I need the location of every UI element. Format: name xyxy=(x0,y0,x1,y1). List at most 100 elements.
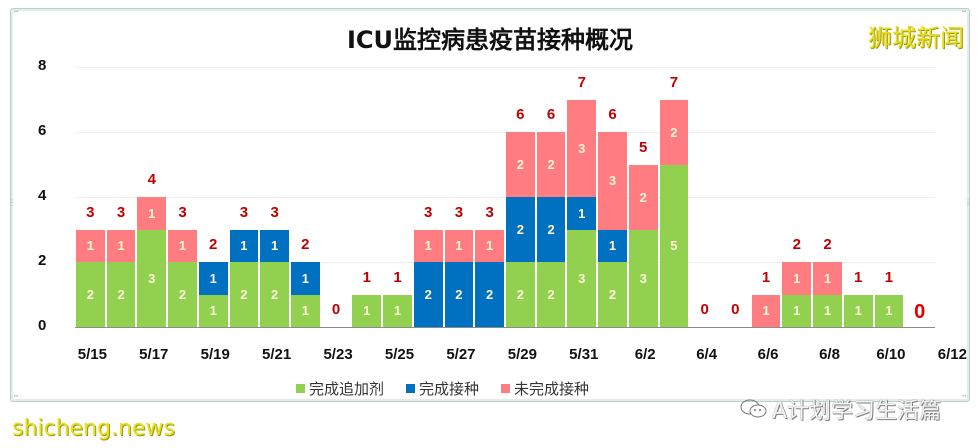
incomplete-segment: 3 xyxy=(567,99,597,197)
booster-segment: 2 xyxy=(260,262,289,327)
booster-segment: 2 xyxy=(229,262,259,327)
incomplete-segment: 1 xyxy=(751,294,781,327)
x-tick-label: 5/25 xyxy=(384,346,415,363)
x-tick-label: 5/27 xyxy=(446,346,476,363)
fully-vaccinated-segment: 2 xyxy=(506,197,535,262)
x-tick-label: 6/2 xyxy=(634,346,656,363)
resize-handle-bottom-right[interactable]: ⠤ xyxy=(961,390,967,399)
x-tick-label: 6/4 xyxy=(696,346,718,363)
x-tick-label: 5/23 xyxy=(323,346,353,363)
booster-segment: 2 xyxy=(506,262,535,327)
total-label: 0 xyxy=(331,300,341,318)
total-label: 0 xyxy=(914,300,926,323)
fully-vaccinated-segment: 2 xyxy=(475,262,504,327)
incomplete-segment: 1 xyxy=(76,229,105,262)
resize-handle-left[interactable]: ⋮ xyxy=(8,198,16,207)
resize-handle-bottom-left[interactable]: ⠤ xyxy=(13,390,19,399)
y-tick-label: 6 xyxy=(38,122,47,139)
bar-5/25: 1 xyxy=(383,67,412,327)
total-label: 0 xyxy=(731,300,740,318)
gridline xyxy=(75,67,935,68)
total-label: 2 xyxy=(823,236,832,253)
bar-6/5 xyxy=(721,67,750,327)
y-tick-label: 4 xyxy=(38,187,47,204)
incomplete-segment: 1 xyxy=(813,262,842,295)
total-label: 1 xyxy=(362,268,371,286)
incomplete-segment: 2 xyxy=(506,132,535,197)
footer-watermark-right-text: A计划学习生活篇 xyxy=(772,399,942,424)
resize-handle-top-left[interactable]: ⠉ xyxy=(13,10,19,19)
total-label: 6 xyxy=(608,106,617,123)
incomplete-segment: 1 xyxy=(475,229,504,262)
y-tick-label: 0 xyxy=(38,317,47,334)
incomplete-segment: 2 xyxy=(628,164,658,230)
booster-segment: 1 xyxy=(383,294,412,327)
bar-5/23 xyxy=(322,67,351,327)
gridline xyxy=(75,132,935,133)
total-label: 1 xyxy=(854,268,863,286)
incomplete-segment: 1 xyxy=(413,229,443,262)
bar-6/9: 1 xyxy=(843,67,873,327)
total-label: 0 xyxy=(700,300,709,318)
x-tick-label: 6/12 xyxy=(937,346,967,363)
total-label: 3 xyxy=(454,203,464,221)
total-label: 6 xyxy=(516,106,525,123)
total-label: 7 xyxy=(577,73,586,91)
total-label: 2 xyxy=(209,236,218,253)
fully-vaccinated-segment: 2 xyxy=(444,262,474,327)
x-tick-label: 5/21 xyxy=(262,346,292,363)
total-label: 7 xyxy=(669,73,679,91)
incomplete-segment: 1 xyxy=(444,229,474,262)
fully-vaccinated-segment: 1 xyxy=(291,262,320,295)
booster-segment: 3 xyxy=(628,229,658,327)
booster-segment: 5 xyxy=(659,164,689,327)
total-label: 1 xyxy=(884,268,894,286)
booster-segment: 1 xyxy=(782,294,812,327)
booster-segment: 1 xyxy=(352,294,382,327)
bar-6/11 xyxy=(905,67,934,327)
chart-title: ICU监控病患疫苗接种概况 xyxy=(346,26,634,54)
incomplete-segment: 2 xyxy=(536,132,566,197)
gridline xyxy=(75,262,935,263)
incomplete-segment: 1 xyxy=(106,229,136,262)
booster-segment: 2 xyxy=(76,262,105,327)
resize-handle-top-right[interactable]: ⠉ xyxy=(961,10,967,19)
x-tick-label: 5/19 xyxy=(200,346,230,363)
legend-label: 完成接种 xyxy=(419,380,480,398)
footer-watermark-right: A计划学习生活篇 xyxy=(740,393,941,425)
x-tick-label: 5/29 xyxy=(507,346,537,363)
total-label: 5 xyxy=(639,138,648,156)
booster-segment: 1 xyxy=(198,294,228,327)
total-label: 3 xyxy=(116,203,126,221)
brand-watermark: 狮城新闻 xyxy=(868,24,964,52)
incomplete-segment: 1 xyxy=(782,262,812,295)
resize-handle-right[interactable]: ⋮ xyxy=(964,198,972,207)
x-tick-label: 5/31 xyxy=(569,346,599,363)
total-label: 1 xyxy=(393,268,402,286)
total-label: 3 xyxy=(86,203,95,221)
total-label: 3 xyxy=(485,203,494,221)
wechat-icon xyxy=(740,399,767,418)
x-tick-label: 5/15 xyxy=(77,346,107,363)
bar-5/24: 1 xyxy=(352,67,382,327)
booster-segment: 1 xyxy=(874,294,904,327)
booster-segment: 1 xyxy=(291,294,320,327)
booster-segment: 2 xyxy=(536,262,566,327)
booster-segment: 1 xyxy=(813,294,842,327)
booster-segment: 2 xyxy=(106,262,136,327)
